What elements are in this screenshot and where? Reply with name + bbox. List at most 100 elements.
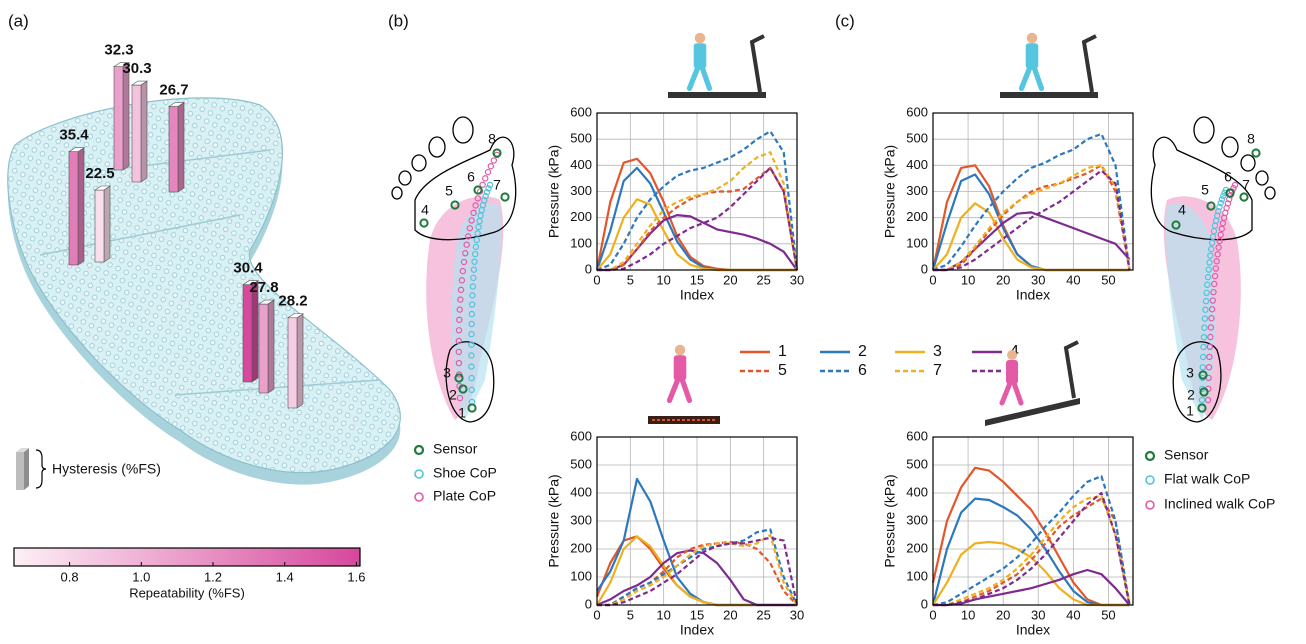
toe xyxy=(1240,154,1256,172)
cop-point xyxy=(1206,343,1214,351)
cop-point xyxy=(484,168,492,176)
sensor xyxy=(1206,201,1216,211)
cop-point xyxy=(1200,343,1207,351)
legend-marker xyxy=(1144,450,1156,462)
cop-point xyxy=(458,277,466,284)
cop-point xyxy=(482,175,489,182)
cop-point xyxy=(1204,396,1212,404)
legend-label: 6 xyxy=(858,362,867,379)
y-tick-label: 600 xyxy=(906,104,928,119)
sensor-label: 7 xyxy=(1242,177,1250,193)
cop-point xyxy=(456,316,463,324)
bar-side xyxy=(103,185,111,263)
cop-point xyxy=(490,157,498,164)
cop-point xyxy=(1206,259,1213,266)
y-tick-label: 500 xyxy=(906,131,928,146)
x-tick-label: 10 xyxy=(656,607,670,622)
sensor xyxy=(450,200,460,210)
cop-point xyxy=(455,359,463,367)
x-tick-label: 30 xyxy=(1031,607,1045,622)
foot xyxy=(1150,116,1276,423)
series-line xyxy=(933,568,1131,607)
plot-frame xyxy=(596,112,798,271)
sensor xyxy=(1251,148,1261,158)
series-line xyxy=(933,211,1131,272)
y-tick-label: 300 xyxy=(906,183,928,198)
bar-top xyxy=(258,299,275,305)
legend-label: Shoe CoP xyxy=(433,465,497,481)
series-line xyxy=(597,528,798,607)
bar xyxy=(131,84,142,183)
x-tick-label: 5 xyxy=(627,607,634,622)
panel-label: (a) xyxy=(8,11,29,30)
cop-point xyxy=(1216,203,1223,211)
icon-head xyxy=(694,32,706,44)
icon-treadmill xyxy=(1000,92,1098,98)
cop-point xyxy=(1209,297,1216,304)
cop-point xyxy=(464,233,472,240)
toe xyxy=(1193,116,1215,144)
y-axis-label: Pressure (kPa) xyxy=(882,145,898,238)
bar-top xyxy=(68,147,85,153)
foot xyxy=(391,116,517,423)
x-tick-label: 20 xyxy=(723,272,737,287)
cop-point xyxy=(470,209,477,217)
series-line xyxy=(933,169,1131,272)
x-tick-label: 25 xyxy=(756,607,770,622)
x-tick-label: 0 xyxy=(593,607,600,622)
y-tick-label: 600 xyxy=(570,104,592,119)
sensor xyxy=(1239,192,1249,202)
cop-point xyxy=(1213,258,1220,265)
y-tick-label: 0 xyxy=(585,261,592,276)
y-tick-label: 100 xyxy=(570,235,592,250)
icon-body xyxy=(1025,43,1039,69)
cop-point xyxy=(472,202,479,209)
bar-top xyxy=(168,102,185,107)
cop-point xyxy=(479,181,486,188)
icon-legs xyxy=(999,380,1024,406)
cop-point xyxy=(462,250,469,257)
legend-label: Inclined walk CoP xyxy=(1164,496,1275,512)
cop-point xyxy=(1198,396,1206,404)
series-line xyxy=(597,536,799,607)
x-tick-label: 25 xyxy=(756,272,770,287)
cop-point xyxy=(456,394,464,402)
icon-treadmill-rail xyxy=(749,34,765,93)
series-line xyxy=(932,132,1131,272)
y-tick-label: 400 xyxy=(570,484,592,499)
colorbar-tick-label: 1.2 xyxy=(204,569,222,584)
cop-point xyxy=(473,236,480,244)
panel-label: (c) xyxy=(835,11,855,30)
bar-side xyxy=(77,147,85,266)
cop-point xyxy=(468,301,476,308)
bar-top xyxy=(131,80,148,86)
cop-point xyxy=(1204,273,1212,281)
series-line xyxy=(597,166,799,272)
insole xyxy=(7,97,401,485)
legend-label: Plate CoP xyxy=(433,488,496,504)
legend-marker xyxy=(414,492,424,502)
toe xyxy=(1264,186,1276,200)
cop-point xyxy=(482,192,489,200)
cop-point xyxy=(468,386,475,394)
y-tick-label: 500 xyxy=(906,456,928,471)
icon-treadmill-rail xyxy=(1063,340,1079,399)
colorbar-tick-label: 1.4 xyxy=(276,569,294,584)
y-tick-label: 200 xyxy=(570,209,592,224)
y-tick-label: 500 xyxy=(570,456,592,471)
sensor xyxy=(454,373,464,383)
cop-point xyxy=(1205,266,1212,273)
icon-body xyxy=(673,355,687,381)
toe xyxy=(411,154,427,172)
heel-outline xyxy=(1172,341,1222,423)
cop-point xyxy=(468,330,475,338)
sensor-label: 5 xyxy=(1201,182,1209,198)
cop-point xyxy=(1215,207,1222,215)
y-axis-label: Pressure (kPa) xyxy=(546,145,562,238)
pressure-region xyxy=(1165,203,1216,420)
line-chart: 0 5 10 15 20 25 300100200300400500600IndexPres… xyxy=(546,428,805,637)
cop-point xyxy=(468,363,475,370)
cop-point xyxy=(1215,244,1222,251)
bar xyxy=(242,284,253,383)
cop-point xyxy=(468,310,476,318)
